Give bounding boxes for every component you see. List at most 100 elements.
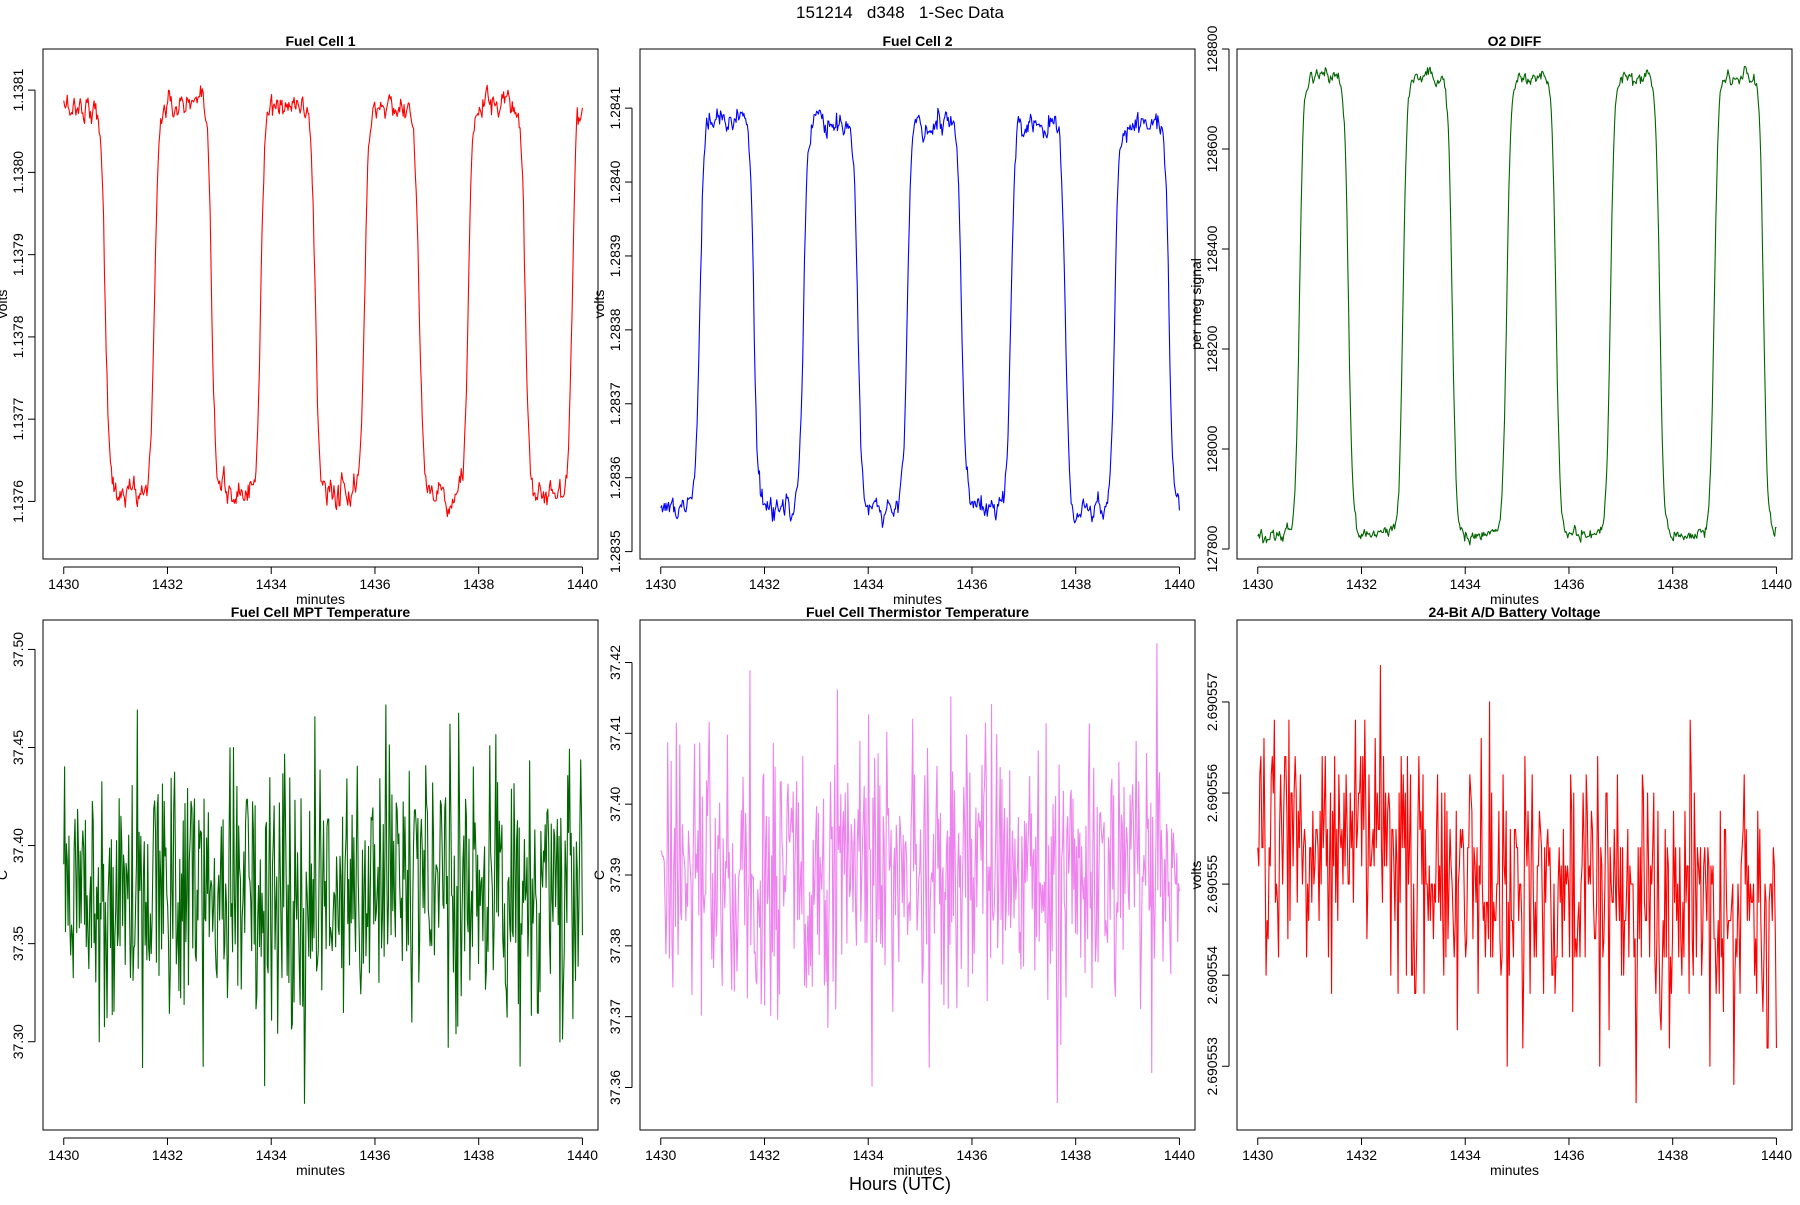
y-tick-label: 1.2836 xyxy=(607,456,623,499)
y-axis: 37.30 37.35 37.40 37.45 37.50 C xyxy=(0,632,36,1059)
series-line xyxy=(660,643,1180,1104)
y-tick-label: 2.690555 xyxy=(1204,855,1220,914)
plot-frame xyxy=(42,619,599,1131)
x-tick-label: 1430 xyxy=(1242,1147,1273,1163)
x-tick-label: 1434 xyxy=(853,1147,884,1163)
y-tick-label: 1.2839 xyxy=(607,234,623,277)
x-tick-label: 1436 xyxy=(1553,576,1584,592)
chart-title: Fuel Cell MPT Temperature xyxy=(231,604,411,620)
y-axis: 1.2835 1.2836 1.2837 1.2838 1.2839 1.2840 1.28… xyxy=(591,87,633,573)
x-tick-label: 1438 xyxy=(1657,1147,1688,1163)
x-tick-label: 1430 xyxy=(48,1147,79,1163)
y-tick-label: 37.50 xyxy=(10,632,26,667)
x-tick-label: 1436 xyxy=(956,576,987,592)
y-tick-label: 2.690557 xyxy=(1204,673,1220,732)
x-tick-label: 1430 xyxy=(48,576,79,592)
figure-suptitle: 151214 d348 1-Sec Data xyxy=(796,3,1004,22)
x-axis: 1430 1432 1434 1436 1438 1440 minutes xyxy=(645,1137,1195,1178)
x-tick-label: 1440 xyxy=(567,1147,598,1163)
x-tick-label: 1434 xyxy=(853,576,884,592)
y-tick-label: 128800 xyxy=(1204,25,1220,72)
x-axis-label: minutes xyxy=(1490,1162,1539,1178)
y-tick-label: 2.690554 xyxy=(1204,946,1220,1005)
x-tick-label: 1438 xyxy=(1060,576,1091,592)
x-tick-label: 1436 xyxy=(359,576,390,592)
x-tick-label: 1438 xyxy=(463,1147,494,1163)
y-tick-label: 1.1377 xyxy=(10,398,26,441)
y-tick-label: 37.40 xyxy=(10,828,26,863)
x-tick-label: 1430 xyxy=(1242,576,1273,592)
x-tick-label: 1440 xyxy=(1164,1147,1195,1163)
plot-frame xyxy=(639,619,1196,1131)
x-axis: 1430 1432 1434 1436 1438 1440 minutes xyxy=(645,566,1195,607)
chart-title: Fuel Cell 2 xyxy=(882,33,952,49)
chart-panel: O2 DIFF 1430 1432 1434 1436 1438 1440 minutes 12… xyxy=(1188,25,1793,607)
y-tick-label: 2.690553 xyxy=(1204,1037,1220,1096)
chart-title: 24-Bit A/D Battery Voltage xyxy=(1429,604,1601,620)
x-tick-label: 1440 xyxy=(1761,1147,1792,1163)
x-tick-label: 1430 xyxy=(645,1147,676,1163)
plot-frame xyxy=(1236,619,1793,1131)
chart-title: Fuel Cell Thermistor Temperature xyxy=(806,604,1029,620)
x-tick-label: 1440 xyxy=(1761,576,1792,592)
chart-panel: Fuel Cell 2 1430 1432 1434 1436 1438 1440 minut… xyxy=(591,33,1196,607)
y-axis: 127800 128000 128200 128400 128600 128800 per … xyxy=(1188,25,1230,572)
x-tick-label: 1436 xyxy=(359,1147,390,1163)
chart-panels: Fuel Cell 1 1430 1432 1434 1436 1438 1440 minut… xyxy=(0,25,1793,1178)
chart-panel: 24-Bit A/D Battery Voltage 1430 1432 1434 14… xyxy=(1188,604,1793,1178)
y-axis: 1.1376 1.1377 1.1378 1.1379 1.1380 1.1381 volt… xyxy=(0,69,36,523)
x-tick-label: 1432 xyxy=(152,576,183,592)
y-tick-label: 1.1376 xyxy=(10,480,26,523)
y-tick-label: 1.2840 xyxy=(607,160,623,203)
y-axis-label: volts xyxy=(1188,861,1204,890)
x-axis: 1430 1432 1434 1436 1438 1440 minutes xyxy=(1242,566,1792,607)
series-line xyxy=(1257,65,1777,546)
x-tick-label: 1432 xyxy=(749,576,780,592)
y-axis-label: volts xyxy=(591,290,607,319)
y-tick-label: 1.1380 xyxy=(10,151,26,194)
y-tick-label: 1.2841 xyxy=(607,87,623,130)
x-tick-label: 1432 xyxy=(1346,1147,1377,1163)
chart-panel: Fuel Cell 1 1430 1432 1434 1436 1438 1440 minut… xyxy=(0,33,599,607)
series-line xyxy=(660,107,1180,528)
x-axis-label: minutes xyxy=(296,591,345,607)
x-tick-label: 1432 xyxy=(1346,576,1377,592)
y-tick-label: 37.42 xyxy=(607,645,623,680)
x-tick-label: 1434 xyxy=(256,576,287,592)
series-line xyxy=(1257,664,1777,1104)
x-tick-label: 1434 xyxy=(1450,576,1481,592)
x-axis-label: minutes xyxy=(893,591,942,607)
y-tick-label: 1.1381 xyxy=(10,69,26,112)
y-axis-label: volts xyxy=(0,290,10,319)
x-tick-label: 1430 xyxy=(645,576,676,592)
y-axis: 2.690553 2.690554 2.690555 2.690556 2.690557… xyxy=(1188,673,1230,1096)
y-tick-label: 37.35 xyxy=(10,926,26,961)
y-axis-label: per meg signal xyxy=(1188,258,1204,350)
x-axis-label: minutes xyxy=(893,1162,942,1178)
x-tick-label: 1440 xyxy=(1164,576,1195,592)
series-line xyxy=(63,704,583,1104)
plot-frame xyxy=(639,48,1196,560)
common-xlabel: Hours (UTC) xyxy=(849,1174,951,1194)
chart-panel: Fuel Cell Thermistor Temperature 1430 1432… xyxy=(591,604,1196,1178)
y-tick-label: 128600 xyxy=(1204,125,1220,172)
y-tick-label: 1.2835 xyxy=(607,530,623,573)
y-tick-label: 1.1379 xyxy=(10,233,26,276)
y-tick-label: 1.2838 xyxy=(607,308,623,351)
y-tick-label: 37.37 xyxy=(607,999,623,1034)
x-tick-label: 1438 xyxy=(1060,1147,1091,1163)
y-tick-label: 37.39 xyxy=(607,857,623,892)
y-tick-label: 37.30 xyxy=(10,1024,26,1059)
x-tick-label: 1432 xyxy=(749,1147,780,1163)
series-line xyxy=(63,84,583,518)
y-tick-label: 128000 xyxy=(1204,425,1220,472)
x-tick-label: 1434 xyxy=(1450,1147,1481,1163)
x-tick-label: 1438 xyxy=(1657,576,1688,592)
plot-frame xyxy=(1236,48,1793,560)
chart-title: O2 DIFF xyxy=(1488,33,1542,49)
y-axis: 37.36 37.37 37.38 37.39 37.40 37.41 37.42 C xyxy=(591,645,633,1105)
x-axis-label: minutes xyxy=(296,1162,345,1178)
y-tick-label: 37.40 xyxy=(607,786,623,821)
